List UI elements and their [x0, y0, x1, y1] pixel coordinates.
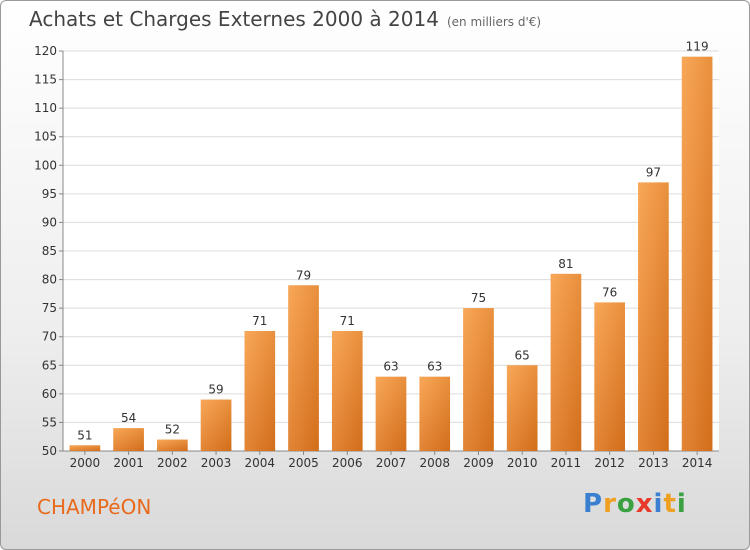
bar-shade — [375, 376, 407, 451]
x-tick-label: 2014 — [682, 456, 713, 470]
data-label: 71 — [252, 314, 267, 328]
y-tick-label: 95 — [42, 187, 57, 201]
y-tick-label: 85 — [42, 244, 57, 258]
y-tick-label: 90 — [42, 215, 57, 229]
bar-shade — [69, 445, 101, 451]
y-tick-label: 80 — [42, 273, 57, 287]
x-tick-label: 2002 — [157, 456, 188, 470]
x-tick-label: 2003 — [201, 456, 232, 470]
bar-shade — [463, 308, 494, 451]
data-label: 59 — [208, 383, 223, 397]
bar-shade — [113, 428, 144, 451]
x-tick-label: 2013 — [638, 456, 669, 470]
x-tick-label: 2012 — [594, 456, 625, 470]
y-tick-label: 65 — [42, 358, 57, 372]
data-label: 71 — [340, 314, 355, 328]
x-tick-label: 2000 — [70, 456, 101, 470]
y-tick-label: 50 — [42, 444, 57, 458]
y-tick-label: 110 — [34, 101, 57, 115]
bar-shade — [200, 399, 232, 451]
bar-shade — [594, 302, 625, 451]
data-label: 52 — [165, 423, 180, 437]
bar-shade — [638, 182, 669, 451]
bar-shade — [506, 365, 538, 451]
y-tick-label: 105 — [34, 130, 57, 144]
x-tick-label: 2011 — [551, 456, 582, 470]
bar-shade — [288, 285, 319, 451]
x-tick-label: 2004 — [245, 456, 276, 470]
x-tick-label: 2008 — [419, 456, 450, 470]
x-tick-label: 2005 — [288, 456, 319, 470]
data-label: 51 — [77, 428, 92, 442]
data-label: 63 — [383, 360, 398, 374]
y-tick-label: 60 — [42, 387, 57, 401]
brand-letter: r — [603, 489, 617, 519]
data-label: 97 — [646, 165, 661, 179]
bar-shade — [157, 439, 188, 451]
y-tick-label: 120 — [34, 44, 57, 58]
x-tick-label: 2010 — [507, 456, 538, 470]
bar-shade — [244, 331, 276, 451]
x-tick-label: 2006 — [332, 456, 363, 470]
brand-letter: i — [676, 489, 687, 519]
x-tick-label: 2001 — [113, 456, 144, 470]
data-label: 54 — [121, 411, 136, 425]
brand-letter: P — [583, 489, 604, 519]
y-tick-label: 75 — [42, 301, 57, 315]
y-tick-label: 55 — [42, 415, 57, 429]
bar-shade — [550, 273, 582, 451]
brand-letter: t — [663, 489, 677, 519]
bar-shade — [419, 376, 451, 451]
chart-title: Achats et Charges Externes 2000 à 2014 — [29, 7, 439, 31]
data-label: 63 — [427, 360, 442, 374]
chart-title-row: Achats et Charges Externes 2000 à 2014 (e… — [29, 7, 541, 31]
data-label: 65 — [515, 348, 530, 362]
proxiti-logo: Proxiti — [583, 489, 687, 519]
data-label: 81 — [558, 257, 573, 271]
x-tick-label: 2009 — [463, 456, 494, 470]
bar-shade — [681, 56, 713, 451]
data-label: 75 — [471, 291, 486, 305]
data-label: 79 — [296, 268, 311, 282]
y-tick-label: 70 — [42, 330, 57, 344]
x-tick-label: 2007 — [376, 456, 407, 470]
commune-name: CHAMPéON — [37, 495, 152, 519]
data-label: 76 — [602, 285, 617, 299]
data-label: 119 — [686, 40, 709, 54]
chart-subtitle: (en milliers d'€) — [446, 15, 542, 29]
bar-shade — [331, 331, 363, 451]
brand-letter: o — [616, 489, 636, 519]
brand-letter: x — [635, 489, 654, 519]
brand-letter: i — [653, 489, 664, 519]
y-tick-label: 100 — [34, 158, 57, 172]
y-tick-label: 115 — [34, 73, 57, 87]
